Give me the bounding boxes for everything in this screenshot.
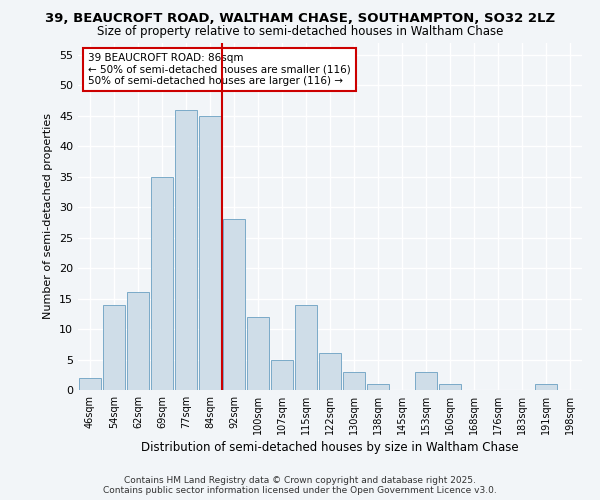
Bar bbox=[271, 360, 293, 390]
Text: Contains HM Land Registry data © Crown copyright and database right 2025.
Contai: Contains HM Land Registry data © Crown c… bbox=[103, 476, 497, 495]
Bar bbox=[79, 378, 101, 390]
Bar bbox=[367, 384, 389, 390]
Bar bbox=[103, 304, 125, 390]
Bar bbox=[295, 304, 317, 390]
Bar bbox=[343, 372, 365, 390]
Text: 39 BEAUCROFT ROAD: 86sqm
← 50% of semi-detached houses are smaller (116)
50% of : 39 BEAUCROFT ROAD: 86sqm ← 50% of semi-d… bbox=[88, 53, 351, 86]
Bar bbox=[199, 116, 221, 390]
Bar bbox=[151, 176, 173, 390]
Bar bbox=[175, 110, 197, 390]
Bar bbox=[319, 354, 341, 390]
Bar bbox=[127, 292, 149, 390]
Bar bbox=[535, 384, 557, 390]
Bar bbox=[415, 372, 437, 390]
Text: Size of property relative to semi-detached houses in Waltham Chase: Size of property relative to semi-detach… bbox=[97, 25, 503, 38]
X-axis label: Distribution of semi-detached houses by size in Waltham Chase: Distribution of semi-detached houses by … bbox=[141, 441, 519, 454]
Text: 39, BEAUCROFT ROAD, WALTHAM CHASE, SOUTHAMPTON, SO32 2LZ: 39, BEAUCROFT ROAD, WALTHAM CHASE, SOUTH… bbox=[45, 12, 555, 26]
Bar bbox=[439, 384, 461, 390]
Bar bbox=[223, 220, 245, 390]
Y-axis label: Number of semi-detached properties: Number of semi-detached properties bbox=[43, 114, 53, 320]
Bar bbox=[247, 317, 269, 390]
